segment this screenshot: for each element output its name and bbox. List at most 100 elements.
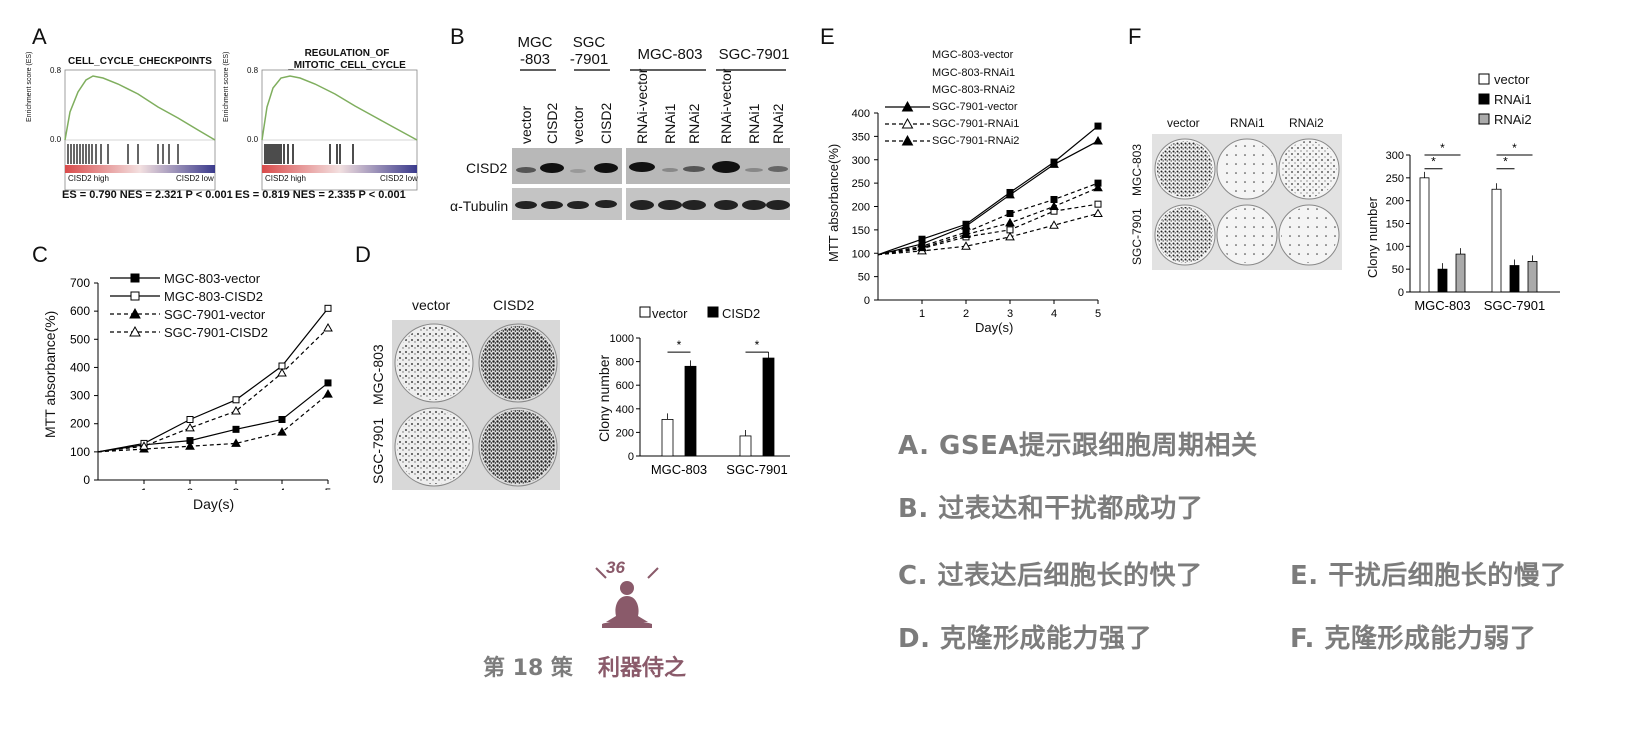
data-point: [1006, 210, 1014, 218]
data-point: [185, 422, 195, 432]
gsea-left-label: CISD2 high: [265, 174, 306, 183]
wb-lane-label: RNAi-vector: [718, 68, 734, 144]
data-point: [1094, 122, 1102, 130]
series-line: [877, 125, 1099, 256]
footer-number: 36: [606, 558, 625, 577]
wb-group-label: SGC-7901: [718, 46, 790, 63]
chart-e-legend-item: MGC-803-RNAi1: [932, 67, 1016, 79]
y-tick-label: 300: [1386, 150, 1404, 162]
chart-d-legend-item: CISD2: [722, 306, 761, 321]
y-tick-label: 800: [616, 357, 634, 369]
data-point: [231, 438, 241, 447]
chart-f-legend-item: RNAi1: [1494, 92, 1532, 107]
significance-star: *: [1503, 155, 1508, 169]
bar-chart-d: 0 200 400 600 800 1000 MGC-803 * SGC-7901 *: [610, 306, 790, 477]
data-point: [278, 415, 286, 423]
gsea-plot-graphic: [64, 69, 216, 191]
chart-e-legend-item: SGC-7901-vector: [932, 101, 1018, 113]
wb-lane-label: RNAi-vector: [634, 68, 650, 144]
y-tick-label: 100: [852, 248, 870, 260]
data-point: [1093, 208, 1103, 218]
line-chart-c: 0 100 200 300 400 500 600 700 1 2 3 4 5: [70, 273, 333, 490]
significance-star: *: [1431, 155, 1436, 169]
wb-lane-label: CISD2: [598, 102, 614, 144]
y-tick-label: 200: [616, 427, 634, 439]
x-tick-label: 2: [963, 308, 969, 320]
y-tick-label: 200: [852, 202, 870, 214]
y-tick-label: 150: [1386, 219, 1404, 231]
gsea-ytick: 0.0: [50, 135, 62, 144]
y-tick-label: 400: [616, 404, 634, 416]
meditation-icon: [595, 567, 659, 628]
data-point: [323, 389, 333, 398]
legend-swatch: [639, 306, 651, 318]
data-point: [232, 425, 240, 433]
data-point: [1049, 201, 1059, 210]
wb-group-label: MGC-803: [637, 46, 703, 63]
data-point: [1093, 182, 1103, 192]
series-line: [877, 203, 1099, 256]
x-tick-label: 4: [279, 486, 286, 490]
bar: [1437, 268, 1448, 293]
colony-dishes-d: [392, 320, 560, 490]
data-point: [917, 242, 927, 252]
gsea-stats: ES = 0.819 NES = 2.335 P < 0.001: [235, 189, 406, 201]
line-chart-e: 0 50 100 150 200 250 300 350 400 1 2 3 4 5: [852, 100, 1103, 320]
footer-right-text: 利器侍之: [598, 656, 687, 681]
gsea-right-label: CISD2 low: [380, 174, 418, 183]
data-point: [324, 379, 332, 387]
significance-star: *: [755, 338, 760, 352]
y-tick-label: 1000: [610, 333, 634, 345]
y-tick-label: 600: [70, 304, 90, 318]
data-point: [961, 221, 971, 230]
y-tick-label: 50: [858, 272, 870, 284]
legend-marker: [130, 291, 140, 301]
panel-label-d: D: [355, 242, 371, 267]
chart-f-legend-item: RNAi2: [1494, 112, 1532, 127]
x-tick-label: 5: [1095, 308, 1101, 320]
wb-lane-label: vector: [518, 105, 534, 144]
dish-col-label: vector: [412, 297, 451, 313]
gsea-ytick: 0.0: [247, 135, 259, 144]
legend-swatch: [707, 306, 719, 318]
wb-row-label: α-Tubulin: [450, 198, 509, 214]
y-tick-label: 600: [616, 380, 634, 392]
panel-label-c: C: [32, 242, 48, 267]
y-tick-label: 200: [1386, 196, 1404, 208]
y-tick-label: 100: [1386, 241, 1404, 253]
wb-lane-label: RNAi1: [746, 103, 762, 144]
legend-marker: [129, 307, 141, 319]
x-tick-label: 1: [919, 308, 925, 320]
dish-row-label: SGC-7901: [1130, 208, 1144, 265]
chart-f-legend-swatches: [1478, 73, 1490, 125]
y-tick-label: 0: [628, 451, 634, 463]
y-tick-label: 300: [852, 155, 870, 167]
series-line: [877, 182, 1099, 256]
chart-f-legend-item: vector: [1494, 72, 1530, 87]
y-tick-label: 50: [1392, 264, 1404, 276]
wb-lane-label: vector: [570, 105, 586, 144]
caption-a: A. GSEA提示跟细胞周期相关: [898, 431, 1258, 461]
significance-star: *: [1440, 141, 1445, 155]
legend-marker: [901, 100, 914, 112]
data-point: [1093, 136, 1103, 145]
x-tick-label: 3: [1007, 308, 1013, 320]
dish-col-label: CISD2: [493, 297, 535, 313]
x-category-label: MGC-803: [651, 462, 707, 477]
legend-marker: [901, 134, 914, 146]
series-line: [877, 140, 1099, 256]
series-line: [97, 393, 329, 453]
bar: [739, 435, 752, 457]
bar: [1527, 261, 1538, 293]
data-point: [323, 323, 333, 332]
gsea-plot-graphic: [261, 69, 418, 191]
data-point: [324, 304, 332, 312]
y-tick-label: 150: [852, 225, 870, 237]
gsea-plot-2: REGULATION_OF _MITOTIC_CELL_CYCLE Enrich…: [223, 48, 430, 212]
chart-c-legend-item: SGC-7901-vector: [164, 307, 266, 322]
x-tick-label: 2: [187, 486, 194, 490]
panel-label-f: F: [1128, 24, 1142, 49]
legend-marker: [130, 273, 140, 283]
gsea-title: _MITOTIC_CELL_CYCLE: [288, 60, 406, 71]
colony-dishes-f: [1152, 134, 1342, 270]
